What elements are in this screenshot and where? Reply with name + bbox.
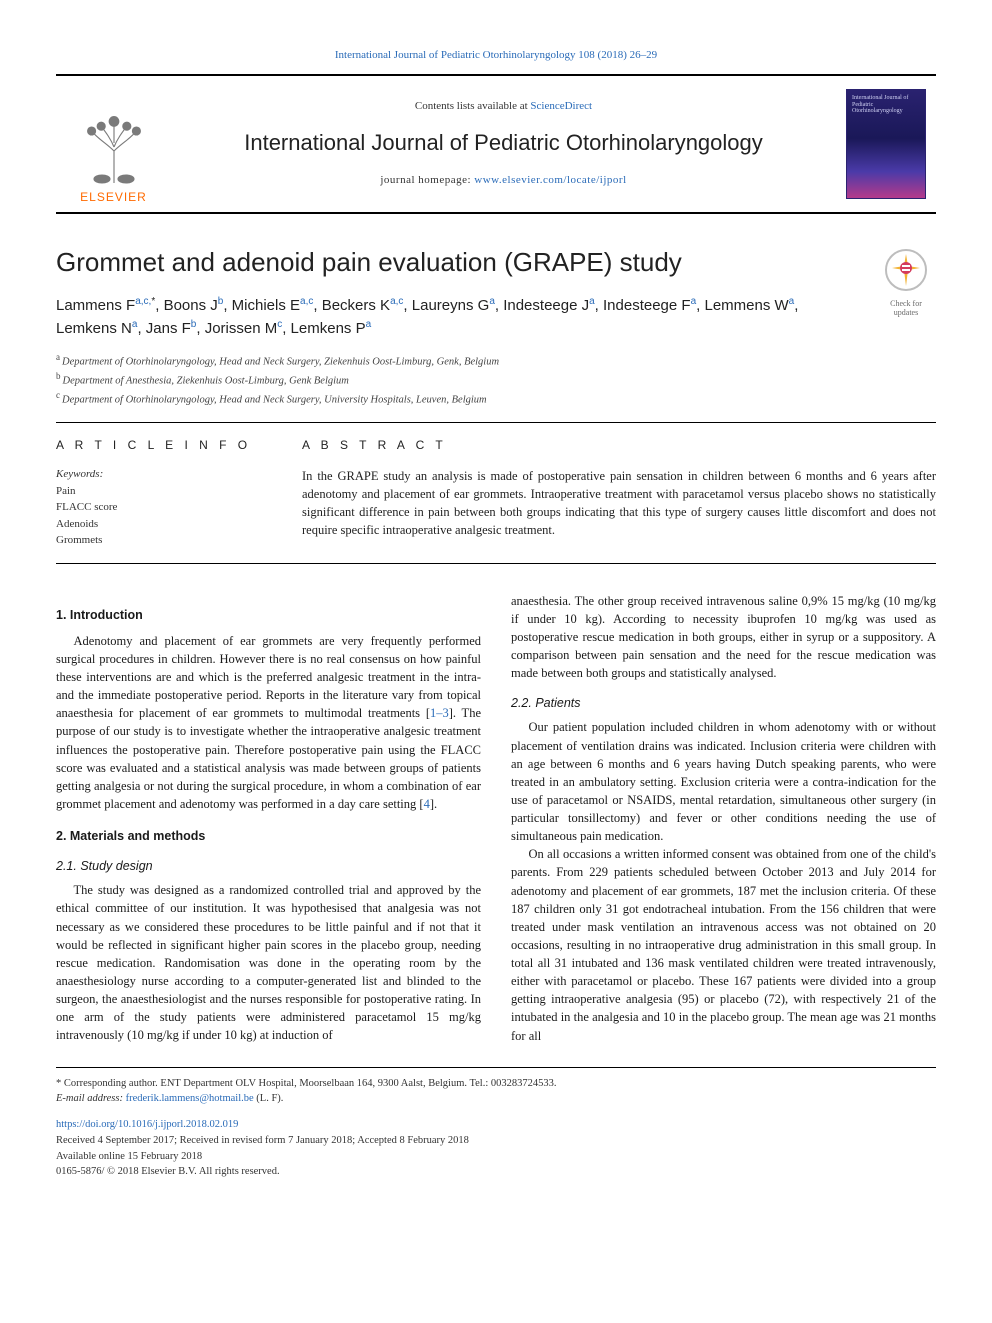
citation-link[interactable]: International Journal of Pediatric Otorh… bbox=[335, 49, 657, 61]
rule-above-info bbox=[56, 422, 936, 423]
email-link[interactable]: frederik.lammens@hotmail.be bbox=[126, 1093, 254, 1104]
journal-name: International Journal of Pediatric Otorh… bbox=[244, 127, 763, 159]
footnote-rule bbox=[56, 1067, 936, 1068]
cover-thumb-block: International Journal of Pediatric Otorh… bbox=[836, 76, 936, 212]
affiliation-b: bDepartment of Anesthesia, Ziekenhuis Oo… bbox=[56, 370, 860, 389]
sciencedirect-link[interactable]: ScienceDirect bbox=[530, 100, 592, 112]
footnotes: * Corresponding author. ENT Department O… bbox=[56, 1076, 936, 1108]
abstract-heading: A B S T R A C T bbox=[302, 437, 936, 454]
updates-label: Check forupdates bbox=[876, 300, 936, 318]
contents-lists-line: Contents lists available at ScienceDirec… bbox=[415, 99, 592, 115]
affiliations: aDepartment of Otorhinolaryngology, Head… bbox=[56, 351, 860, 409]
section-2-1-paragraph-a: The study was designed as a randomized c… bbox=[56, 881, 481, 1044]
publisher-wordmark: ELSEVIER bbox=[80, 189, 147, 206]
article-info-column: A R T I C L E I N F O Keywords: Pain FLA… bbox=[56, 437, 266, 548]
keyword-item: Pain bbox=[56, 483, 266, 500]
email-line: E-mail address: frederik.lammens@hotmail… bbox=[56, 1091, 936, 1107]
keywords-label: Keywords: bbox=[56, 467, 266, 483]
masthead: ELSEVIER Contents lists available at Sci… bbox=[56, 74, 936, 214]
contents-prefix: Contents lists available at bbox=[415, 100, 530, 112]
homepage-prefix: journal homepage: bbox=[380, 174, 474, 186]
corresponding-author: * Corresponding author. ENT Department O… bbox=[56, 1076, 936, 1092]
updates-icon bbox=[884, 248, 928, 292]
elsevier-tree-icon bbox=[74, 107, 154, 187]
section-2-1-paragraph-b: anaesthesia. The other group received in… bbox=[511, 592, 936, 683]
masthead-center: Contents lists available at ScienceDirec… bbox=[171, 76, 836, 212]
keyword-item: FLACC score bbox=[56, 499, 266, 516]
abstract-text: In the GRAPE study an analysis is made o… bbox=[302, 467, 936, 540]
journal-homepage-line: journal homepage: www.elsevier.com/locat… bbox=[380, 173, 626, 189]
keyword-item: Adenoids bbox=[56, 516, 266, 533]
ref-link-1-3[interactable]: 1–3 bbox=[430, 706, 449, 720]
publisher-logo-block: ELSEVIER bbox=[56, 76, 171, 212]
history-line: Received 4 September 2017; Received in r… bbox=[56, 1133, 936, 1149]
copyright-line: 0165-5876/ © 2018 Elsevier B.V. All righ… bbox=[56, 1164, 936, 1180]
affiliation-c: cDepartment of Otorhinolaryngology, Head… bbox=[56, 389, 860, 408]
check-for-updates-badge[interactable]: Check forupdates bbox=[876, 248, 936, 317]
section-1-paragraph: Adenotomy and placement of ear grommets … bbox=[56, 632, 481, 813]
rule-below-abstract bbox=[56, 563, 936, 564]
doi-link[interactable]: https://doi.org/10.1016/j.ijporl.2018.02… bbox=[56, 1119, 238, 1130]
affiliation-a: aDepartment of Otorhinolaryngology, Head… bbox=[56, 351, 860, 370]
abstract-column: A B S T R A C T In the GRAPE study an an… bbox=[302, 437, 936, 548]
author-list: Lammens Fa,c,*, Boons Jb, Michiels Ea,c,… bbox=[56, 294, 860, 341]
homepage-link[interactable]: www.elsevier.com/locate/ijporl bbox=[474, 174, 626, 186]
section-1-heading: 1. Introduction bbox=[56, 606, 481, 624]
keyword-item: Grommets bbox=[56, 532, 266, 549]
running-head: International Journal of Pediatric Otorh… bbox=[56, 48, 936, 64]
article-title: Grommet and adenoid pain evaluation (GRA… bbox=[56, 244, 860, 282]
cover-caption: International Journal of Pediatric Otorh… bbox=[852, 95, 920, 115]
keywords-list: Pain FLACC score Adenoids Grommets bbox=[56, 483, 266, 549]
section-2-1-heading: 2.1. Study design bbox=[56, 857, 481, 875]
journal-cover-thumbnail: International Journal of Pediatric Otorh… bbox=[846, 89, 926, 199]
body-two-columns: 1. Introduction Adenotomy and placement … bbox=[56, 592, 936, 1045]
section-2-2-paragraph-1: Our patient population included children… bbox=[511, 718, 936, 845]
article-info-heading: A R T I C L E I N F O bbox=[56, 437, 266, 454]
section-2-heading: 2. Materials and methods bbox=[56, 827, 481, 845]
section-2-2-heading: 2.2. Patients bbox=[511, 694, 936, 712]
publication-info: https://doi.org/10.1016/j.ijporl.2018.02… bbox=[56, 1117, 936, 1180]
section-2-2-paragraph-2: On all occasions a written informed cons… bbox=[511, 845, 936, 1044]
available-line: Available online 15 February 2018 bbox=[56, 1149, 936, 1165]
